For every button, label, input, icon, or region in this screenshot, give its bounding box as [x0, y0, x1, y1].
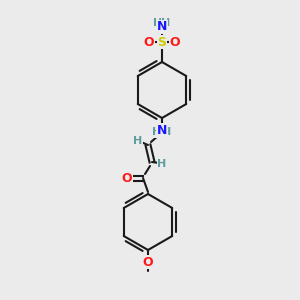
Text: O: O	[144, 35, 154, 49]
Text: O: O	[170, 35, 180, 49]
Text: O: O	[143, 256, 153, 268]
Text: N: N	[157, 124, 167, 136]
Text: S: S	[158, 35, 166, 49]
Text: H: H	[153, 18, 163, 28]
Text: O: O	[122, 172, 132, 184]
Text: H: H	[158, 159, 166, 169]
Text: N: N	[157, 20, 167, 34]
Text: H: H	[152, 127, 162, 137]
Text: H: H	[162, 127, 172, 137]
Text: H: H	[134, 136, 142, 146]
Text: H: H	[161, 18, 171, 28]
